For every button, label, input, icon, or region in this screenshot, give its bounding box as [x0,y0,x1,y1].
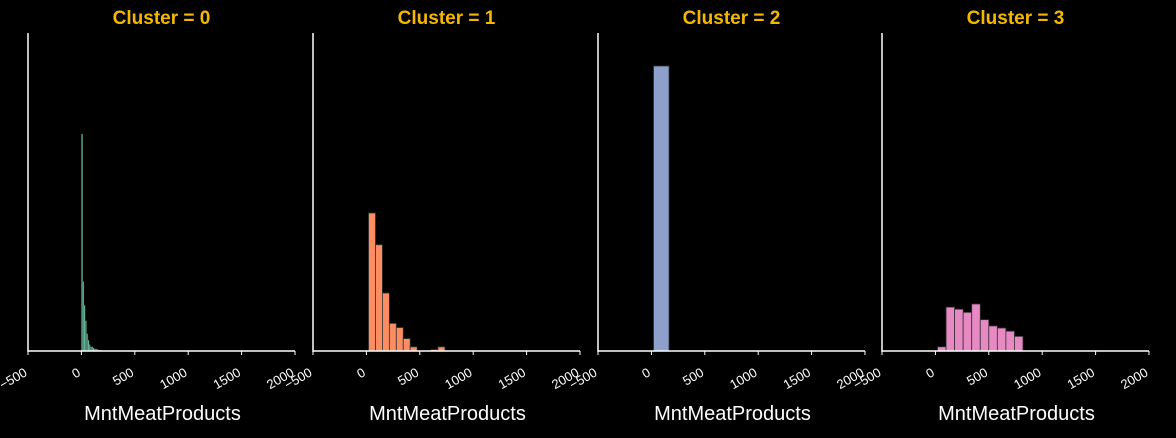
x-axis-label: MntMeatProducts [654,403,811,425]
histogram-bar [1006,331,1015,351]
x-tick-label: 500 [964,365,990,389]
x-tick-label: 500 [680,365,706,389]
x-tick-label: −500 [0,365,29,393]
histogram-bar [389,323,396,351]
histogram-bar [963,312,972,351]
x-tick-label: 0 [69,365,83,382]
histogram-bar [85,321,86,351]
histogram-bar [980,320,989,351]
x-tick-label: 1000 [442,365,475,392]
histogram-bar [83,282,84,351]
x-tick-label: 1500 [1065,365,1098,392]
histogram-bar [84,305,85,351]
histogram-bar [81,134,82,351]
histogram-bar [997,328,1006,351]
histogram-bar [382,293,389,351]
x-tick-label: 0 [923,365,937,382]
histogram-bar [972,304,981,351]
x-tick-label: 2000 [1118,365,1151,392]
histogram-bar [1014,336,1023,351]
facet-title: Cluster = 1 [398,8,496,29]
histogram-bar [946,307,955,351]
histogram-bar [654,66,669,351]
x-tick-label: 1500 [211,365,244,392]
histogram-bar [87,334,88,351]
facet-title: Cluster = 0 [113,8,211,29]
facet-title: Cluster = 2 [683,8,781,29]
histogram-bar [396,328,403,351]
x-axis-label: MntMeatProducts [938,403,1095,425]
histogram-bar [955,309,964,351]
x-tick-label: 500 [110,365,136,389]
x-tick-label: 1000 [727,365,760,392]
x-tick-label: 1000 [157,365,190,392]
facet-title: Cluster = 3 [967,8,1065,29]
x-tick-label: 1500 [496,365,529,392]
x-tick-label: 1500 [781,365,814,392]
histogram-bar [403,339,410,351]
x-axis-label: MntMeatProducts [84,403,241,425]
histogram-bar [989,326,998,351]
x-tick-label: 500 [395,365,421,389]
histogram-bar [89,344,90,351]
histogram-bar [88,340,89,351]
x-axis-label: MntMeatProducts [369,403,526,425]
x-tick-label: 0 [354,365,368,382]
x-tick-label: 1000 [1011,365,1044,392]
histogram-bar [375,245,382,351]
x-tick-label: 0 [639,365,653,382]
histogram-bar [369,213,376,351]
